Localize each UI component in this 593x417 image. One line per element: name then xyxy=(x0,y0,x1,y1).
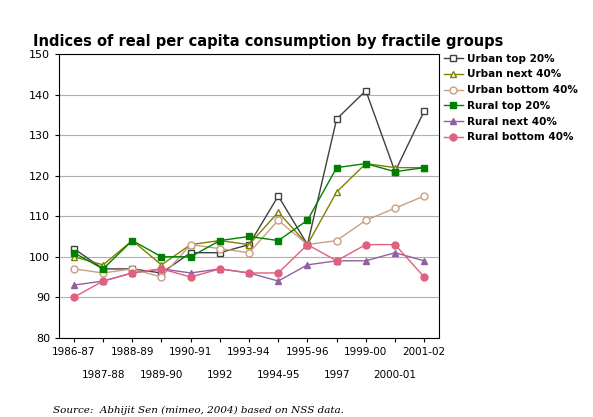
Rural top 20% xyxy=(304,218,311,223)
Urban top 20% xyxy=(391,169,398,174)
Urban bottom 40% xyxy=(420,193,428,198)
Urban bottom 40% xyxy=(129,266,136,271)
Urban top 20% xyxy=(158,271,165,276)
Rural top 20% xyxy=(275,238,282,243)
Urban bottom 40% xyxy=(158,274,165,279)
Urban bottom 40% xyxy=(100,271,107,276)
Rural next 40% xyxy=(100,279,107,284)
Urban top 20% xyxy=(333,116,340,121)
Rural top 20% xyxy=(100,266,107,271)
Rural next 40% xyxy=(275,279,282,284)
Rural next 40% xyxy=(304,262,311,267)
Urban bottom 40% xyxy=(246,250,253,255)
Text: 1997: 1997 xyxy=(323,370,350,380)
Urban next 40% xyxy=(187,242,195,247)
Rural top 20% xyxy=(216,238,224,243)
Rural top 20% xyxy=(391,169,398,174)
Rural next 40% xyxy=(187,271,195,276)
Line: Rural next 40%: Rural next 40% xyxy=(71,249,428,289)
Urban top 20% xyxy=(129,266,136,271)
Line: Rural bottom 40%: Rural bottom 40% xyxy=(71,241,428,301)
Urban next 40% xyxy=(100,262,107,267)
Rural bottom 40% xyxy=(158,266,165,271)
Urban next 40% xyxy=(420,165,428,170)
Rural bottom 40% xyxy=(362,242,369,247)
Rural bottom 40% xyxy=(333,258,340,263)
Rural top 20% xyxy=(71,250,78,255)
Rural bottom 40% xyxy=(246,271,253,276)
Rural bottom 40% xyxy=(71,295,78,300)
Urban bottom 40% xyxy=(216,246,224,251)
Urban bottom 40% xyxy=(391,206,398,211)
Rural next 40% xyxy=(71,283,78,288)
Rural bottom 40% xyxy=(391,242,398,247)
Rural next 40% xyxy=(391,250,398,255)
Line: Urban bottom 40%: Urban bottom 40% xyxy=(71,193,428,281)
Rural bottom 40% xyxy=(100,279,107,284)
Rural bottom 40% xyxy=(216,266,224,271)
Rural next 40% xyxy=(158,266,165,271)
Line: Urban next 40%: Urban next 40% xyxy=(71,160,428,268)
Text: 1987-88: 1987-88 xyxy=(81,370,125,380)
Rural next 40% xyxy=(216,266,224,271)
Rural bottom 40% xyxy=(420,274,428,279)
Urban next 40% xyxy=(246,242,253,247)
Urban next 40% xyxy=(216,238,224,243)
Urban bottom 40% xyxy=(304,242,311,247)
Rural top 20% xyxy=(333,165,340,170)
Urban next 40% xyxy=(333,189,340,194)
Urban bottom 40% xyxy=(362,218,369,223)
Urban bottom 40% xyxy=(333,238,340,243)
Rural top 20% xyxy=(420,165,428,170)
Text: 1989-90: 1989-90 xyxy=(140,370,183,380)
Line: Urban top 20%: Urban top 20% xyxy=(71,87,428,276)
Rural next 40% xyxy=(420,258,428,263)
Urban top 20% xyxy=(187,250,195,255)
Urban next 40% xyxy=(275,210,282,215)
Urban top 20% xyxy=(362,88,369,93)
Urban next 40% xyxy=(362,161,369,166)
Rural bottom 40% xyxy=(275,271,282,276)
Rural next 40% xyxy=(333,258,340,263)
Urban top 20% xyxy=(304,242,311,247)
Urban bottom 40% xyxy=(71,266,78,271)
Rural bottom 40% xyxy=(187,274,195,279)
Urban top 20% xyxy=(216,250,224,255)
Rural top 20% xyxy=(158,254,165,259)
Rural top 20% xyxy=(362,161,369,166)
Legend: Urban top 20%, Urban next 40%, Urban bottom 40%, Rural top 20%, Rural next 40%, : Urban top 20%, Urban next 40%, Urban bot… xyxy=(444,54,578,142)
Urban top 20% xyxy=(100,266,107,271)
Rural next 40% xyxy=(246,271,253,276)
Rural top 20% xyxy=(187,254,195,259)
Rural top 20% xyxy=(246,234,253,239)
Urban next 40% xyxy=(391,165,398,170)
Urban next 40% xyxy=(71,254,78,259)
Urban top 20% xyxy=(275,193,282,198)
Text: 1994-95: 1994-95 xyxy=(257,370,300,380)
Rural bottom 40% xyxy=(129,271,136,276)
Line: Rural top 20%: Rural top 20% xyxy=(71,160,428,272)
Urban next 40% xyxy=(304,242,311,247)
Text: 1992: 1992 xyxy=(206,370,233,380)
Urban next 40% xyxy=(158,262,165,267)
Text: Indices of real per capita consumption by fractile groups: Indices of real per capita consumption b… xyxy=(33,34,503,49)
Rural next 40% xyxy=(129,271,136,276)
Urban top 20% xyxy=(246,242,253,247)
Urban bottom 40% xyxy=(275,218,282,223)
Rural bottom 40% xyxy=(304,242,311,247)
Rural top 20% xyxy=(129,238,136,243)
Urban top 20% xyxy=(71,246,78,251)
Urban next 40% xyxy=(129,238,136,243)
Text: 2000-01: 2000-01 xyxy=(374,370,416,380)
Text: Source:  Abhijit Sen (mimeo, 2004) based on NSS data.: Source: Abhijit Sen (mimeo, 2004) based … xyxy=(53,406,345,415)
Urban top 20% xyxy=(420,108,428,113)
Urban bottom 40% xyxy=(187,242,195,247)
Rural next 40% xyxy=(362,258,369,263)
